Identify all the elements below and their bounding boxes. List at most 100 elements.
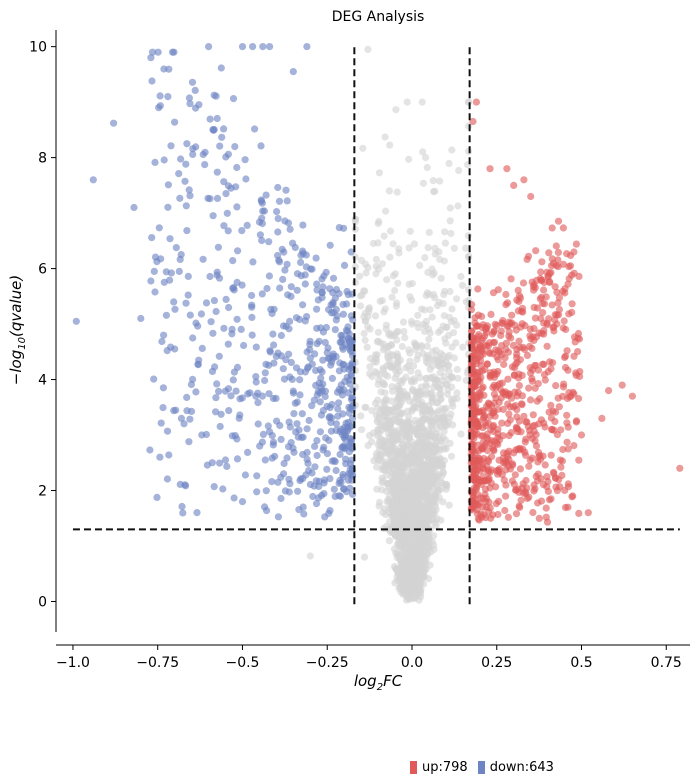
- point-nonsig: [387, 341, 396, 349]
- point-nonsig: [385, 330, 393, 338]
- point-nonsig: [397, 420, 405, 428]
- point-up: [547, 495, 555, 503]
- point-nonsig: [417, 341, 425, 350]
- point-nonsig: [450, 244, 458, 252]
- point-nonsig: [360, 313, 368, 321]
- point-down: [313, 305, 321, 313]
- point-up: [498, 419, 506, 427]
- point-nonsig: [351, 263, 359, 271]
- point-down: [301, 317, 309, 325]
- point-down: [170, 407, 178, 415]
- point-up: [503, 299, 512, 307]
- point-down: [316, 366, 324, 374]
- point-up: [563, 347, 571, 355]
- point-up: [548, 224, 556, 232]
- point-up: [553, 288, 561, 296]
- point-down: [332, 420, 340, 428]
- point-nonsig: [430, 356, 438, 364]
- point-nonsig: [457, 430, 465, 438]
- point-nonsig: [381, 305, 389, 313]
- point-nonsig: [406, 227, 414, 235]
- point-nonsig: [382, 438, 390, 446]
- point-up: [528, 375, 536, 383]
- point-nonsig: [408, 405, 417, 413]
- point-up: [532, 247, 540, 255]
- point-nonsig: [366, 363, 374, 371]
- point-down: [281, 217, 289, 225]
- point-down: [338, 431, 347, 439]
- point-up: [504, 322, 513, 330]
- point-up: [482, 421, 490, 430]
- point-up: [531, 314, 540, 322]
- point-up: [512, 510, 521, 518]
- point-up: [547, 365, 555, 373]
- point-up: [545, 249, 553, 257]
- point-nonsig: [384, 417, 392, 425]
- point-down: [274, 228, 282, 236]
- legend-swatch-down: [477, 761, 485, 774]
- point-down: [233, 315, 241, 323]
- point-down: [291, 399, 299, 407]
- point-down: [185, 94, 193, 102]
- point-nonsig: [388, 383, 396, 391]
- point-down: [262, 191, 270, 199]
- point-up: [554, 263, 562, 271]
- point-nonsig: [425, 290, 433, 299]
- point-nonsig: [436, 414, 444, 423]
- point-nonsig: [412, 540, 421, 548]
- point-up: [494, 425, 502, 433]
- point-up: [544, 272, 552, 280]
- point-up: [494, 286, 502, 294]
- point-down: [294, 487, 302, 495]
- point-nonsig: [441, 436, 449, 444]
- point-down: [316, 428, 324, 436]
- point-down: [313, 324, 321, 332]
- point-up: [512, 360, 520, 368]
- point-down: [242, 175, 250, 183]
- point-nonsig: [424, 426, 432, 434]
- point-down: [249, 258, 257, 266]
- point-down: [276, 284, 284, 292]
- points-up: [467, 98, 684, 526]
- point-up: [489, 444, 497, 452]
- point-down: [285, 488, 293, 496]
- y-tick-label: 10: [29, 40, 47, 56]
- point-down: [206, 115, 214, 123]
- point-nonsig: [417, 565, 425, 573]
- point-nonsig: [425, 335, 433, 343]
- point-up: [518, 392, 527, 400]
- point-down: [171, 118, 179, 126]
- point-down: [315, 337, 323, 345]
- point-down: [298, 410, 306, 418]
- point-down: [227, 392, 235, 400]
- point-nonsig: [429, 383, 438, 391]
- point-up: [560, 380, 568, 388]
- point-down: [189, 145, 197, 153]
- point-up: [547, 401, 555, 409]
- point-nonsig: [406, 567, 414, 575]
- point-nonsig: [411, 480, 419, 489]
- point-down: [222, 295, 230, 303]
- point-up: [504, 513, 512, 521]
- point-nonsig: [440, 291, 448, 299]
- point-down: [186, 100, 194, 108]
- point-nonsig: [398, 458, 406, 466]
- point-up: [503, 458, 511, 466]
- point-down: [214, 243, 222, 251]
- point-nonsig: [398, 342, 406, 351]
- point-down: [210, 91, 218, 99]
- point-down: [342, 419, 350, 427]
- point-nonsig: [389, 442, 397, 450]
- point-down: [321, 338, 329, 347]
- point-nonsig: [457, 272, 465, 281]
- point-down: [209, 329, 217, 337]
- point-up: [570, 333, 579, 341]
- point-down: [340, 365, 348, 373]
- point-up: [504, 400, 512, 408]
- point-up: [568, 308, 576, 316]
- point-down: [295, 506, 303, 514]
- point-up: [549, 407, 557, 415]
- point-down: [306, 337, 314, 345]
- point-down: [177, 251, 185, 259]
- point-nonsig: [397, 410, 405, 418]
